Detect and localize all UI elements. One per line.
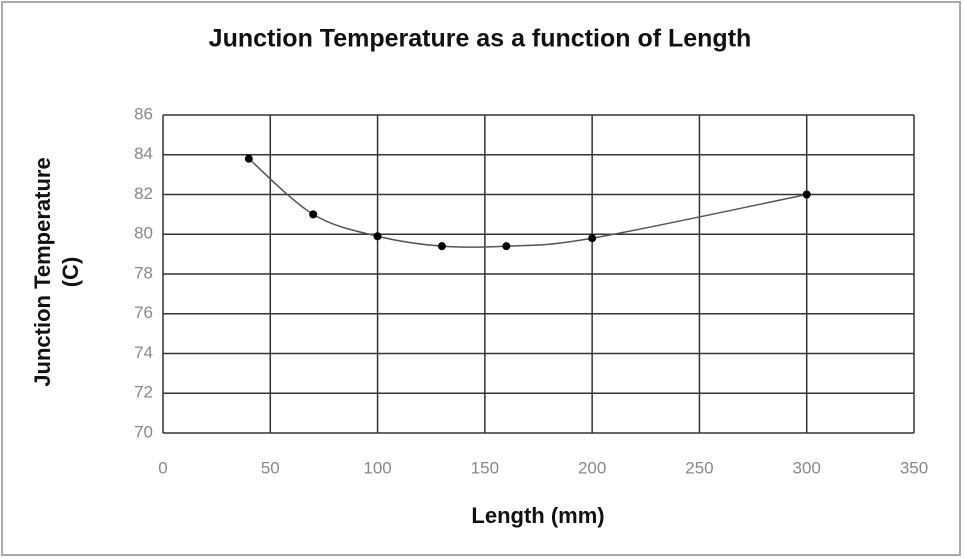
data-point (502, 242, 511, 251)
y-axis-label-line: Junction Temperature (30, 157, 55, 386)
y-tick-label: 78 (134, 263, 153, 282)
data-point (373, 232, 382, 241)
x-tick-label: 300 (793, 458, 821, 477)
data-point (802, 190, 811, 199)
y-tick-label: 80 (134, 224, 153, 243)
y-tick-label: 86 (134, 104, 153, 123)
y-tick-label: 82 (134, 184, 153, 203)
y-tick-label: 72 (134, 383, 153, 402)
x-tick-label: 0 (158, 458, 167, 477)
chart-title: Junction Temperature as a function of Le… (209, 25, 752, 53)
y-axis-label-line: (C) (58, 257, 83, 288)
y-tick-label: 76 (134, 303, 153, 322)
x-tick-label: 200 (578, 458, 606, 477)
data-point (437, 242, 446, 251)
x-tick-label: 250 (685, 458, 713, 477)
x-tick-label: 150 (471, 458, 499, 477)
x-tick-label: 350 (900, 458, 928, 477)
x-tick-label: 100 (363, 458, 391, 477)
data-point (309, 210, 318, 219)
x-tick-label: 50 (261, 458, 280, 477)
data-point (588, 234, 597, 243)
y-tick-label: 74 (134, 343, 153, 362)
y-axis-label: Junction Temperature (C) (30, 157, 83, 386)
data-point (244, 154, 253, 163)
x-axis-label: Length (mm) (471, 503, 604, 528)
y-tick-label: 70 (134, 422, 153, 441)
y-tick-label: 84 (134, 144, 153, 163)
